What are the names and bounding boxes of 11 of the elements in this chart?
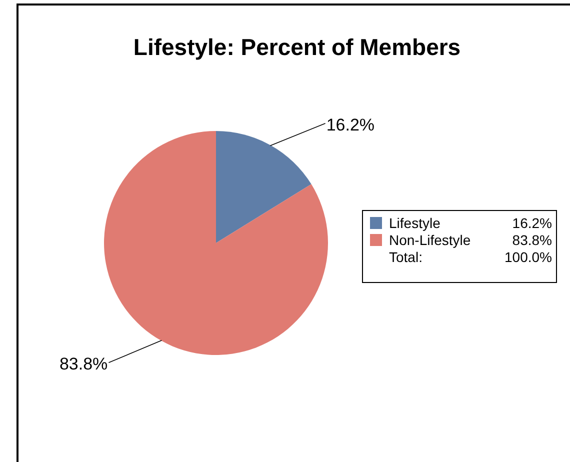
text: 83.8% [512, 232, 552, 248]
text: 16.2% [512, 215, 552, 231]
pie-slice [216, 131, 312, 243]
text: 100.0% [504, 249, 552, 265]
text: Total: [389, 249, 422, 265]
data-label: 83.8% [59, 354, 108, 374]
data-label: 16.2% [326, 115, 375, 134]
pie-slice [104, 131, 328, 355]
legend-label: Non-Lifestyle [389, 232, 471, 248]
legend-label: Lifestyle [389, 215, 441, 231]
chart-title: Lifestyle: Percent of Members [133, 34, 461, 60]
